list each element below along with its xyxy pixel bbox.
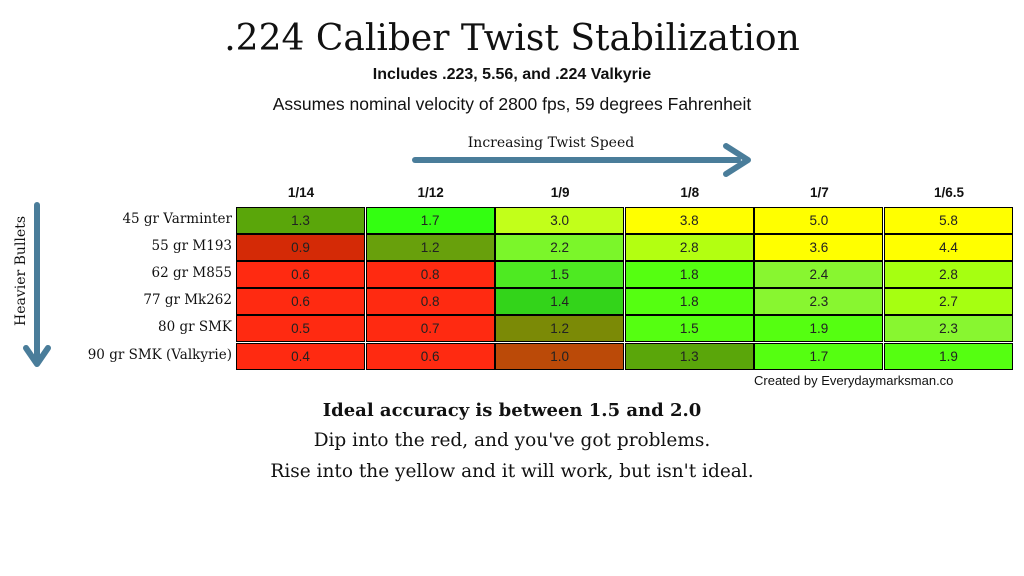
column-header: 1/6.5	[933, 185, 965, 200]
table-cell: 0.8	[365, 261, 495, 289]
table-cell: 2.3	[884, 315, 1013, 343]
table-cell: 1.7	[365, 207, 495, 234]
table-cell: 3.6	[754, 234, 884, 262]
red-warning-note: Dip into the red, and you've got problem…	[313, 430, 711, 451]
table-cell: 3.0	[495, 207, 625, 234]
row-label: 55 gr M193	[151, 238, 232, 255]
table-cell: 2.8	[624, 234, 754, 262]
table-cell: 2.4	[754, 261, 884, 289]
row-label: 77 gr Mk262	[143, 292, 232, 309]
right-arrow-icon	[412, 143, 751, 177]
right-arrow-head	[723, 143, 751, 177]
table-cell: 1.2	[495, 315, 625, 343]
table-cell: 1.9	[884, 342, 1013, 370]
column-header: 1/9	[550, 185, 570, 200]
chart-title: .224 Caliber Twist Stabilization	[224, 18, 800, 59]
column-header: 1/8	[680, 185, 700, 200]
row-label: 62 gr M855	[151, 265, 232, 282]
ideal-accuracy-note: Ideal accuracy is between 1.5 and 2.0	[322, 400, 702, 421]
table-cell: 5.0	[754, 207, 884, 234]
table-cell: 1.5	[624, 315, 754, 343]
table-cell: 2.2	[495, 234, 625, 262]
credit-text: Created by Everydaymarksman.co	[754, 373, 954, 388]
table-cell: 0.4	[236, 342, 365, 370]
table-cell: 0.6	[365, 342, 495, 370]
table-cell: 2.3	[754, 288, 884, 316]
column-header: 1/7	[810, 185, 829, 200]
table-cell: 0.6	[236, 261, 365, 289]
table-cell: 0.7	[365, 315, 495, 343]
table-cell: 1.0	[495, 342, 625, 370]
table-cell: 3.8	[624, 207, 754, 234]
yellow-warning-note: Rise into the yellow and it will work, b…	[270, 461, 754, 482]
down-arrow-icon	[23, 202, 51, 367]
table-cell: 2.7	[884, 288, 1013, 316]
table-cell: 1.8	[624, 261, 754, 289]
table-cell: 0.9	[236, 234, 365, 262]
table-cell: 0.6	[236, 288, 365, 316]
table-cell: 2.8	[884, 261, 1013, 289]
chart-subtitle: Includes .223, 5.56, and .224 Valkyrie	[372, 66, 652, 83]
table-cell: 0.5	[236, 315, 365, 343]
down-arrow-head	[23, 345, 51, 367]
row-label: 90 gr SMK (Valkyrie)	[87, 346, 232, 363]
table-cell: 1.7	[754, 342, 884, 370]
table-cell: 4.4	[884, 234, 1013, 262]
table-cell: 1.3	[624, 342, 754, 370]
x-axis-label: Increasing Twist Speed	[467, 135, 635, 151]
row-label: 45 gr Varminter	[122, 211, 232, 227]
table-cell: 1.4	[495, 288, 625, 316]
table-cell: 1.3	[236, 207, 365, 234]
table-cell: 1.8	[624, 288, 754, 316]
assumption-note: Assumes nominal velocity of 2800 fps, 59…	[272, 94, 752, 114]
column-header: 1/12	[417, 185, 444, 200]
column-header: 1/14	[287, 185, 315, 200]
table-cell: 0.8	[365, 288, 495, 316]
table-cell: 5.8	[884, 207, 1013, 234]
table-cell: 1.2	[365, 234, 495, 262]
row-label: 80 gr SMK	[157, 319, 232, 336]
table-cell: 1.9	[754, 315, 884, 343]
table-cell: 1.5	[495, 261, 625, 289]
